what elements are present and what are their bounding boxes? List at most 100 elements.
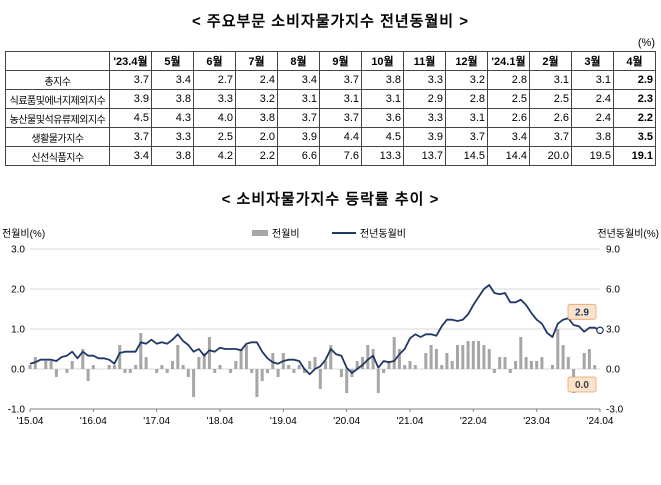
value-cell: 7.6 xyxy=(319,146,362,166)
mom-bar xyxy=(112,365,116,369)
value-cell: 3.2 xyxy=(445,70,488,90)
mom-bar xyxy=(28,365,32,369)
mom-bar xyxy=(65,369,69,373)
x-tick-label: '18.04 xyxy=(207,416,234,427)
value-cell: 3.3 xyxy=(403,108,446,128)
value-cell: 2.2 xyxy=(235,146,278,166)
unit-label: (%) xyxy=(637,37,655,49)
cpi-table: '23.4월 5월 6월 7월 8월 9월 10월 11월 12월 '24.1월 2월 3월 4월 총지… xyxy=(5,51,656,166)
mom-bar xyxy=(593,365,597,369)
value-cell: 3.4 xyxy=(151,70,194,90)
mom-bar xyxy=(271,353,275,369)
mom-bar xyxy=(345,369,349,393)
mom-bar xyxy=(244,345,248,369)
value-cell: 3.7 xyxy=(277,108,320,128)
value-cell: 20.0 xyxy=(529,146,572,166)
value-cell: 2.4 xyxy=(235,70,278,90)
mom-bar xyxy=(366,345,370,369)
value-cell: 4.3 xyxy=(151,108,194,128)
row-label: 총지수 xyxy=(5,70,110,90)
mom-bar xyxy=(287,365,291,369)
mom-bar xyxy=(587,349,591,369)
value-cell: 3.1 xyxy=(277,89,320,109)
mom-bar xyxy=(181,365,185,369)
mom-bar xyxy=(139,333,143,369)
value-cell: 2.7 xyxy=(193,70,236,90)
value-cell: 6.6 xyxy=(277,146,320,166)
mom-bar xyxy=(424,353,428,369)
value-cell: 4.4 xyxy=(319,127,362,147)
mom-bar xyxy=(197,357,201,369)
table-row: 식료품및에너지제외지수 3.9 3.8 3.3 3.2 3.1 3.1 3.1 2.9 2.8 2.… xyxy=(5,89,656,109)
mom-bar xyxy=(176,345,180,369)
value-cell: 3.9 xyxy=(277,127,320,147)
table-row: 신선식품지수 3.4 3.8 4.2 2.2 6.6 7.6 13.3 13.7 14.5 14.4… xyxy=(5,146,656,166)
value-cell: 3.1 xyxy=(445,108,488,128)
mom-bar xyxy=(292,369,296,373)
mom-bar xyxy=(529,361,533,369)
mom-bar xyxy=(229,369,233,373)
mom-bar xyxy=(477,341,481,369)
mom-bar xyxy=(339,369,343,377)
mom-bar xyxy=(308,361,312,369)
mom-bar xyxy=(471,341,475,369)
mom-bar xyxy=(318,369,322,389)
value-cell: 3.3 xyxy=(193,89,236,109)
mom-bar xyxy=(387,361,391,369)
mom-bar xyxy=(70,361,74,369)
value-cell: 3.1 xyxy=(571,70,614,90)
mom-bar xyxy=(582,353,586,369)
mom-bar xyxy=(324,361,328,369)
mom-bar xyxy=(487,349,491,369)
x-tick-label: '16.04 xyxy=(80,416,107,427)
value-cell: 2.2 xyxy=(613,108,656,128)
left-tick-label: 3.0 xyxy=(11,245,25,256)
mom-bar xyxy=(355,361,359,369)
value-cell: 3.4 xyxy=(277,70,320,90)
table-header-row: '23.4월 5월 6월 7월 8월 9월 10월 11월 12월 '24.1월 2월 3월 4월 xyxy=(5,51,656,71)
column-header: '23.4월 xyxy=(109,51,152,71)
value-cell: 2.3 xyxy=(613,89,656,109)
mom-bar xyxy=(514,361,518,369)
value-cell: 3.4 xyxy=(109,146,152,166)
mom-bar xyxy=(503,357,507,369)
legend-bar-swatch xyxy=(252,230,268,236)
table-row: 총지수 3.7 3.4 2.7 2.4 3.4 3.7 3.8 3.3 3.2 2.8 3.1 3.1 2… xyxy=(5,70,656,90)
mom-bar xyxy=(49,361,53,369)
mom-bar xyxy=(434,349,438,369)
mom-bar xyxy=(466,341,470,369)
mom-bar xyxy=(160,365,164,369)
column-header: 11월 xyxy=(403,51,446,71)
mom-bar xyxy=(371,349,375,369)
mom-bar xyxy=(155,369,159,373)
mom-bar xyxy=(207,337,211,369)
mom-bar xyxy=(524,357,528,369)
left-axis-title: 전월비(%) xyxy=(2,228,45,240)
yoy-line xyxy=(29,284,601,376)
mom-bar xyxy=(456,345,459,369)
column-header: 5월 xyxy=(151,51,194,71)
x-tick-label: '22.04 xyxy=(460,416,487,427)
yoy-callout-box xyxy=(567,303,597,320)
mom-bar xyxy=(165,369,169,373)
mom-bar xyxy=(535,361,539,369)
row-label: 식료품및에너지제외지수 xyxy=(5,89,110,109)
right-tick-label: 0.0 xyxy=(606,365,620,376)
mom-bar xyxy=(408,361,412,369)
mom-bar xyxy=(144,357,148,369)
value-cell: 2.5 xyxy=(487,89,530,109)
value-cell: 4.2 xyxy=(193,146,236,166)
mom-bar xyxy=(128,369,132,373)
trend-chart: '15.04 '16.04 '17.04 '18.04 '19.04 '20.04 '21.… xyxy=(2,228,659,427)
mom-bar xyxy=(397,349,401,369)
value-cell: 3.3 xyxy=(151,127,194,147)
left-tick-label: 1.0 xyxy=(11,325,25,336)
mom-bar xyxy=(91,365,95,369)
value-cell: 3.7 xyxy=(319,70,362,90)
mom-bar xyxy=(508,369,512,373)
column-header: 4월 xyxy=(613,51,656,71)
value-cell: 3.6 xyxy=(361,108,404,128)
line-end-marker xyxy=(596,326,604,335)
mom-bar xyxy=(234,361,238,369)
